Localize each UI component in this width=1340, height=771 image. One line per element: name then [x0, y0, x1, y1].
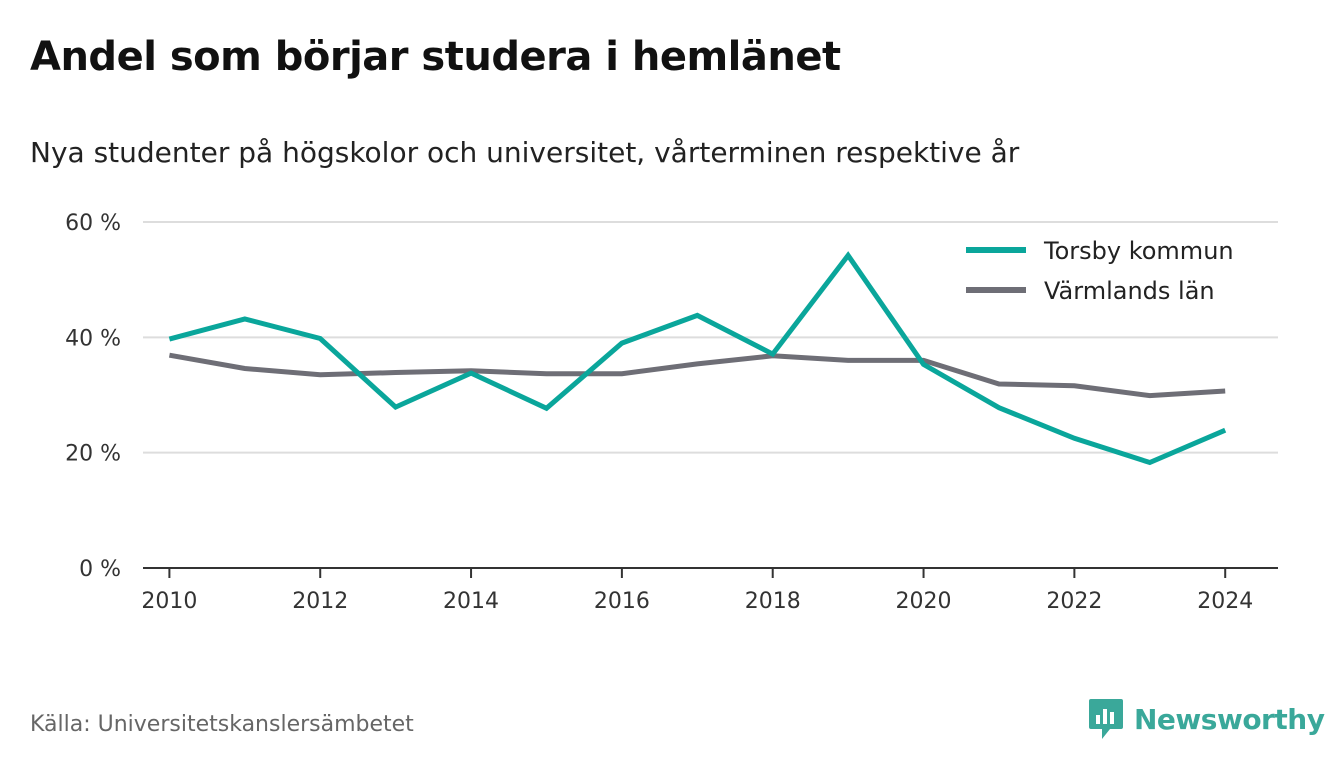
legend-label-torsby-kommun: Torsby kommun [1043, 237, 1234, 265]
x-tick-label-2018: 2018 [745, 589, 801, 614]
y-tick-label-0: 0 % [79, 557, 121, 582]
chart-title: Andel som börjar studera i hemlänet [30, 34, 841, 80]
x-tick-label-2020: 2020 [896, 589, 952, 614]
legend-label-varmlands-lan: Värmlands län [1044, 277, 1215, 305]
x-tick-label-2012: 2012 [292, 589, 348, 614]
series-line-varmlands-lan [168, 352, 1226, 399]
x-tick-label-2024: 2024 [1197, 589, 1253, 614]
newsworthy-logo-icon [1089, 699, 1123, 739]
x-tick-label-2010: 2010 [141, 589, 197, 614]
y-tick-label-40: 40 % [65, 326, 121, 351]
line-chart: 0 % 20 % 40 % 60 % 2010 2012 2014 2016 2018 2020 2… [65, 211, 1278, 614]
chart-subtitle: Nya studenter på högskolor och universit… [30, 136, 1020, 169]
series-line-torsby-kommun [168, 251, 1227, 466]
brand-logo: Newsworthy [1088, 697, 1325, 741]
y-tick-label-20: 20 % [65, 442, 121, 467]
brand-name: Newsworthy [1134, 702, 1325, 736]
x-tick-label-2022: 2022 [1046, 589, 1102, 614]
x-tick-label-2016: 2016 [594, 589, 650, 614]
source-note: Källa: Universitetskanslersämbetet [30, 712, 414, 737]
y-tick-label-60: 60 % [65, 211, 121, 236]
x-tick-label-2014: 2014 [443, 589, 499, 614]
